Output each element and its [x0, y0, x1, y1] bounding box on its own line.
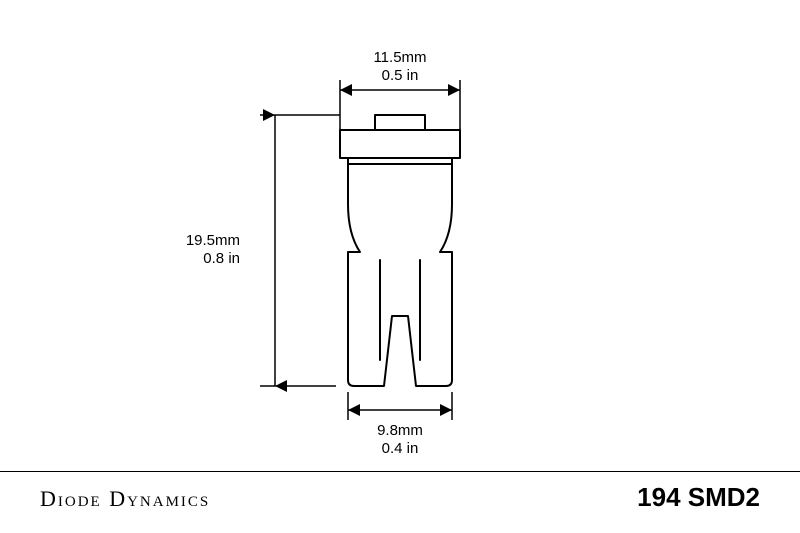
brand-label: Diode Dynamics: [40, 486, 210, 512]
model-label: 194 SMD2: [637, 482, 760, 513]
dimension-drawing: 11.5mm 0.5 in 19.5mm 0.8 in 9.8mm 0.4 in: [0, 0, 800, 490]
dim-height-in: 0.8 in: [203, 250, 240, 267]
dim-height: [260, 115, 340, 386]
footer-bar: Diode Dynamics 194 SMD2: [0, 471, 800, 513]
dim-height-mm: 19.5mm: [186, 232, 240, 249]
dim-base-width-in: 0.4 in: [382, 440, 419, 457]
dim-base-width: [348, 392, 452, 420]
dim-top-width: [340, 80, 460, 130]
dim-top-width-in: 0.5 in: [382, 67, 419, 84]
bulb-outline: [340, 115, 460, 386]
dim-top-width-mm: 11.5mm: [373, 49, 426, 66]
dim-base-width-mm: 9.8mm: [377, 422, 423, 439]
